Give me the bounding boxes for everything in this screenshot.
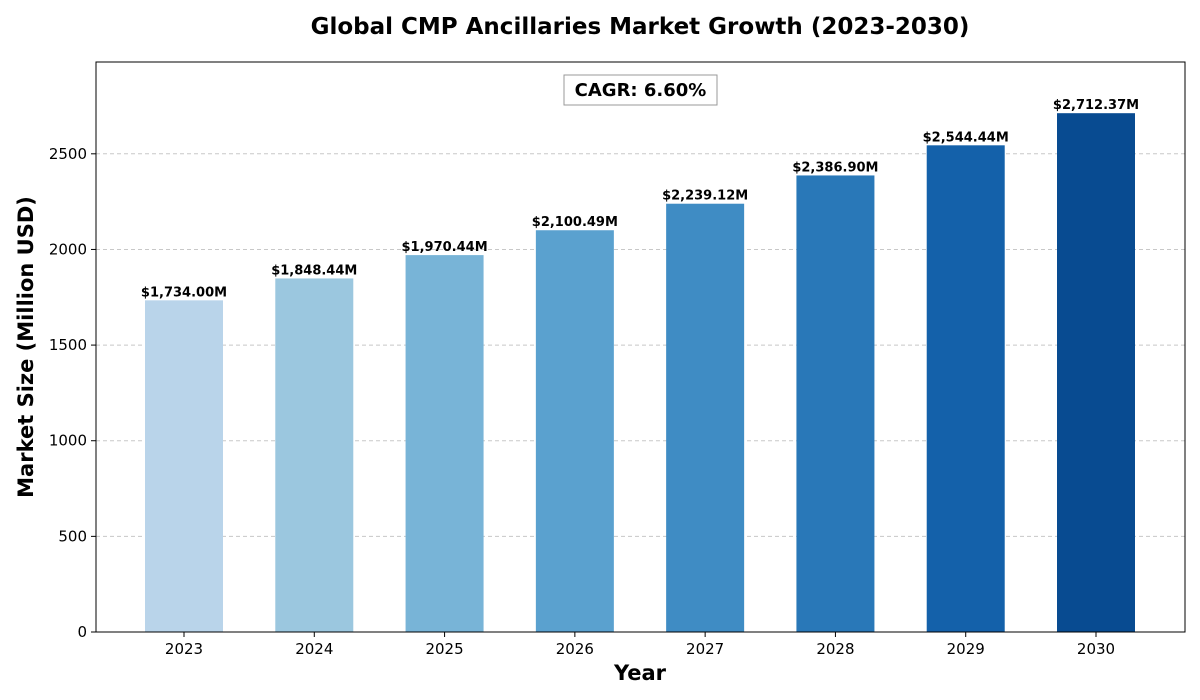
plot-frame [95,61,1186,633]
data-label-2025: $1,970.44M [402,240,488,255]
bar-2028 [796,175,875,632]
data-label-2023: $1,734.00M [141,285,227,300]
y-tick-label: 1500 [49,336,87,354]
cagr-annotation-text: CAGR: 6.60% [575,80,707,101]
grid-lines [96,153,1185,537]
y-tick-label: 500 [58,527,87,545]
x-axis-title: Year [613,661,667,685]
data-labels: $1,734.00M $1,848.44M $1,970.44M $2,100.49M… [141,98,1139,300]
x-tick-label: 2027 [686,640,724,658]
x-tick-label: 2029 [947,640,985,658]
cagr-annotation: CAGR: 6.60% [563,74,718,106]
y-tick-label: 2000 [49,240,87,258]
y-tick-label: 1000 [49,432,87,450]
x-axis: 2023 2024 2025 2026 2027 2028 2029 2030 [165,632,1115,658]
x-tick-label: 2028 [816,640,854,658]
bar-2029 [926,145,1005,632]
data-label-2026: $2,100.49M [532,215,618,230]
cagr-annotation-box [563,74,718,106]
bar-2026 [535,230,614,632]
bar-2030 [1057,113,1135,632]
bar-2027 [666,203,745,632]
bar-2024 [275,278,354,632]
chart-title: Global CMP Ancillaries Market Growth (20… [311,14,970,40]
y-axis-title: Market Size (Million USD) [14,196,38,498]
data-label-2029: $2,544.44M [923,130,1009,145]
x-tick-label: 2023 [165,640,203,658]
x-tick-label: 2026 [556,640,594,658]
data-label-2027: $2,239.12M [662,189,748,204]
bars [145,113,1135,632]
data-label-2028: $2,386.90M [792,160,878,175]
x-tick-label: 2025 [425,640,463,658]
bar-2025 [405,255,484,632]
y-axis: 0 500 1000 1500 2000 2500 [49,145,96,641]
data-label-2024: $1,848.44M [271,263,357,278]
bar-2023 [145,300,223,632]
y-tick-label: 0 [77,623,87,641]
x-tick-label: 2024 [295,640,333,658]
y-tick-label: 2500 [49,145,87,163]
data-label-2030: $2,712.37M [1053,98,1139,113]
x-tick-label: 2030 [1077,640,1115,658]
